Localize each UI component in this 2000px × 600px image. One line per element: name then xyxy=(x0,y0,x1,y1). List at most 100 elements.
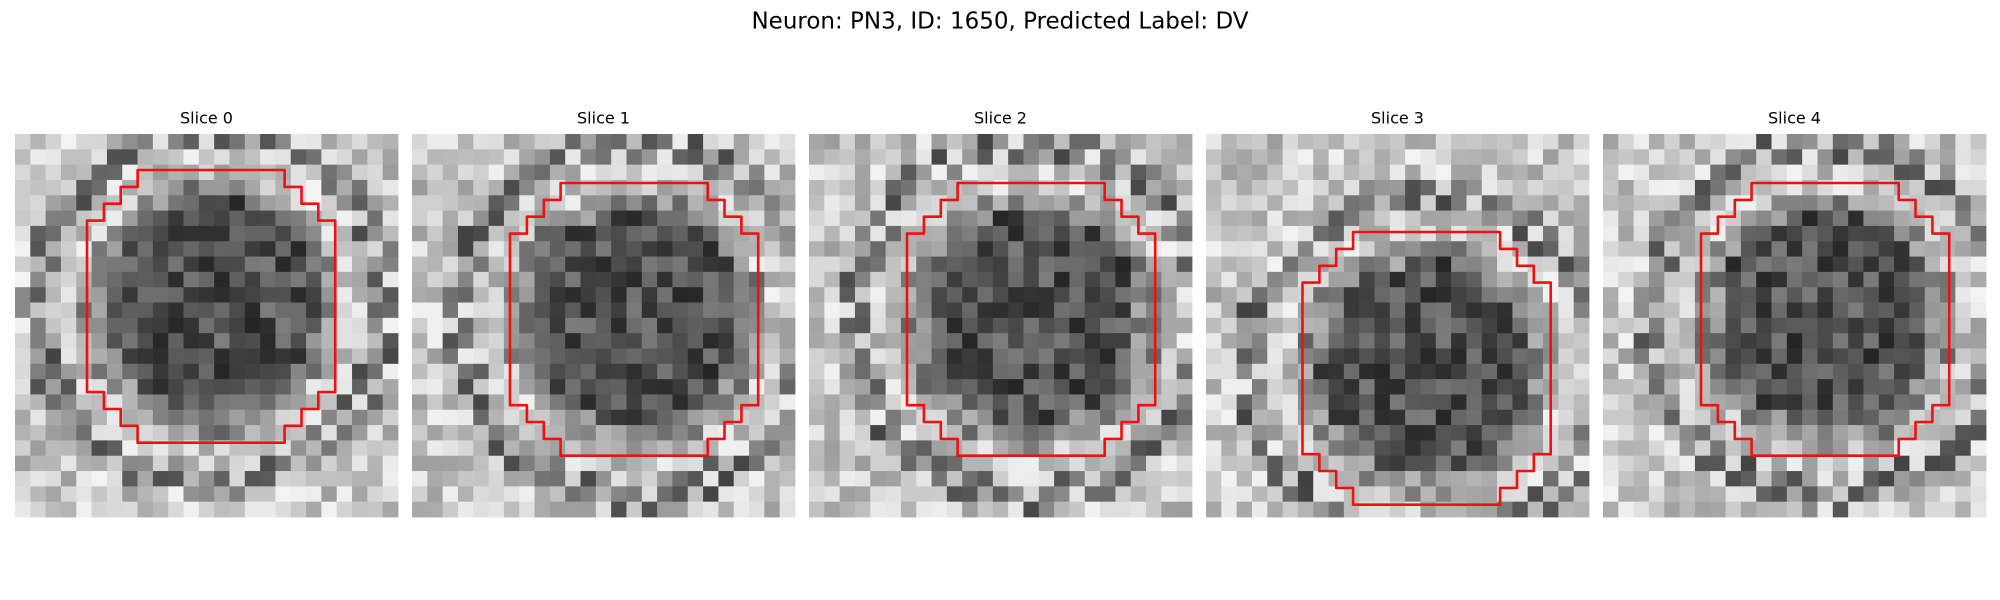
pixel xyxy=(1267,471,1283,487)
pixel xyxy=(641,440,658,457)
pixel xyxy=(657,134,673,150)
pixel xyxy=(1481,317,1498,334)
pixel xyxy=(1359,486,1375,503)
pixel xyxy=(1084,271,1101,288)
pixel xyxy=(1359,271,1375,288)
pixel xyxy=(321,134,338,150)
pixel xyxy=(488,363,505,380)
pixel xyxy=(1970,394,1987,411)
pixel xyxy=(1756,379,1772,395)
pixel xyxy=(641,425,658,441)
pixel xyxy=(749,256,765,273)
pixel xyxy=(1282,241,1299,257)
pixel xyxy=(824,440,841,457)
pixel xyxy=(1633,164,1650,181)
pixel xyxy=(779,394,796,411)
pixel xyxy=(442,348,459,365)
pixel xyxy=(1466,164,1483,181)
pixel xyxy=(1786,333,1803,349)
pixel xyxy=(1894,256,1910,273)
pixel xyxy=(962,256,978,273)
pixel xyxy=(1115,317,1132,334)
pixel xyxy=(244,425,261,441)
pixel xyxy=(336,379,353,395)
pixel xyxy=(870,440,886,457)
pixel xyxy=(1359,333,1375,349)
pixel xyxy=(1282,134,1299,150)
pixel xyxy=(626,149,643,166)
pixel xyxy=(733,379,750,395)
pixel xyxy=(595,486,612,503)
pixel xyxy=(1451,149,1467,166)
pixel xyxy=(1710,195,1726,211)
pixel xyxy=(1543,471,1559,487)
pixel xyxy=(1206,501,1222,518)
pixel xyxy=(1328,379,1345,395)
pixel xyxy=(1176,455,1193,472)
pixel xyxy=(733,195,750,211)
pixel xyxy=(1389,348,1406,365)
pixel xyxy=(1236,425,1253,441)
pixel xyxy=(1802,409,1818,426)
pixel xyxy=(1694,486,1711,503)
pixel xyxy=(503,348,520,365)
pixel xyxy=(916,241,932,257)
pixel xyxy=(1130,271,1147,288)
pixel xyxy=(1221,333,1238,349)
pixel xyxy=(1786,271,1803,288)
pixel xyxy=(1664,348,1680,365)
pixel xyxy=(977,317,994,334)
pixel xyxy=(749,409,765,426)
pixel xyxy=(1633,241,1650,257)
pixel xyxy=(91,317,108,334)
pixel xyxy=(565,317,581,334)
pixel xyxy=(336,241,353,257)
pixel xyxy=(488,149,505,166)
pixel xyxy=(473,241,489,257)
pixel xyxy=(1084,287,1101,303)
pixel xyxy=(1924,317,1941,334)
pixel xyxy=(275,134,292,150)
pixel xyxy=(1069,149,1086,166)
panel-title: Slice 1 xyxy=(577,109,630,128)
pixel xyxy=(1328,501,1345,518)
pixel xyxy=(824,149,841,166)
pixel xyxy=(503,164,520,181)
pixel xyxy=(687,210,704,227)
pixel xyxy=(1420,256,1437,273)
pixel xyxy=(1740,379,1757,395)
pixel xyxy=(1267,333,1283,349)
pixel xyxy=(626,486,643,503)
pixel xyxy=(1282,379,1299,395)
pixel xyxy=(137,333,154,349)
pixel xyxy=(427,256,444,273)
pixel xyxy=(595,225,612,242)
pixel xyxy=(580,241,597,257)
pixel xyxy=(1130,317,1147,334)
pixel xyxy=(1664,317,1680,334)
pixel xyxy=(442,486,459,503)
pixel xyxy=(641,409,658,426)
pixel xyxy=(168,271,184,288)
pixel xyxy=(1894,363,1910,380)
pixel xyxy=(244,241,261,257)
pixel xyxy=(1512,363,1529,380)
pixel xyxy=(1740,241,1757,257)
pixel xyxy=(1863,425,1880,441)
pixel xyxy=(60,256,77,273)
pixel xyxy=(1297,287,1314,303)
pixel xyxy=(244,287,261,303)
pixel xyxy=(641,394,658,411)
pixel xyxy=(412,455,428,472)
pixel xyxy=(1069,271,1086,288)
pixel xyxy=(1771,333,1788,349)
pixel xyxy=(1497,379,1513,395)
pixel xyxy=(1863,164,1880,181)
pixel xyxy=(290,333,307,349)
pixel xyxy=(1527,210,1544,227)
pixel xyxy=(1909,440,1926,457)
pixel xyxy=(1756,134,1772,150)
pixel xyxy=(1710,486,1726,503)
pixel xyxy=(1466,287,1483,303)
pixel xyxy=(519,287,535,303)
